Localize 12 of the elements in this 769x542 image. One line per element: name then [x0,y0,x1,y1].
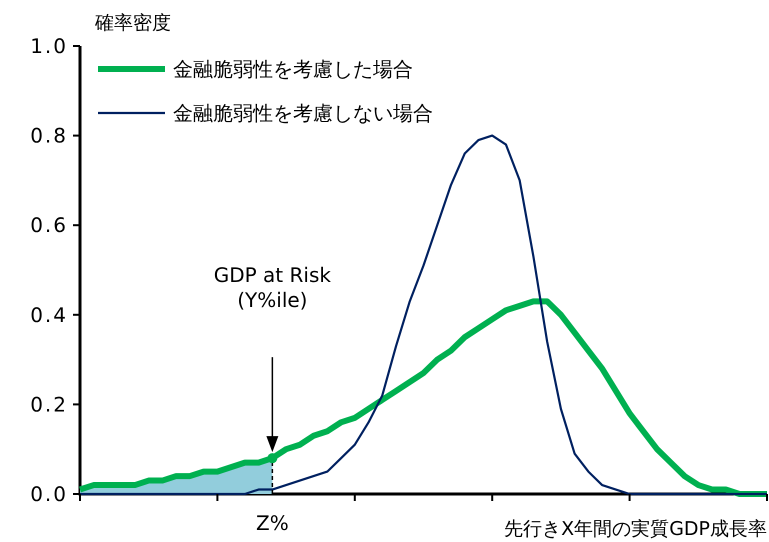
x-tick-label: Z% [256,511,289,535]
y-tick-label: 0.6 [30,213,68,238]
legend-label: 金融脆弱性を考慮しない場合 [173,101,433,125]
y-tick-label: 1.0 [30,34,68,58]
legend-label: 金融脆弱性を考慮した場合 [173,57,413,81]
y-axis-title: 確率密度 [94,12,171,34]
annotation: GDP at Risk (Y%ile) [214,263,331,312]
y-tick-label: 0.0 [30,482,68,506]
y-tick-label: 0.4 [30,302,68,327]
x-axis-title: 先行きX年間の実質GDP成長率 [504,518,767,540]
y-tick-label: 0.2 [30,392,68,416]
y-tick-label: 0.8 [30,124,68,148]
